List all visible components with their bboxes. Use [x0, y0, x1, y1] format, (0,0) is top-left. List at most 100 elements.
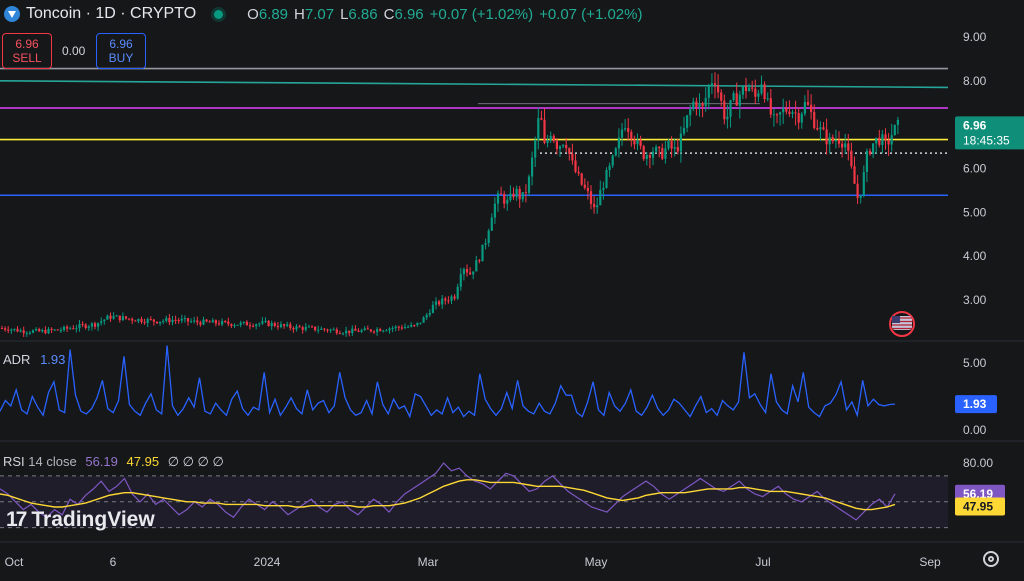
candle-body — [589, 191, 593, 204]
candle-body — [676, 147, 679, 152]
candle-body — [4, 328, 7, 330]
candle-body — [283, 324, 286, 326]
candle-body — [376, 329, 379, 332]
time-tick-label: Jul — [755, 555, 770, 569]
candle-body — [425, 314, 428, 318]
rsi-legend-value: 56.19 — [85, 454, 118, 469]
toncoin-logo-icon — [4, 6, 20, 22]
tradingview-watermark: 17 TradingView — [6, 508, 155, 532]
candle-body — [338, 333, 341, 335]
candle-body — [751, 87, 754, 89]
gear-icon[interactable] — [983, 551, 999, 567]
candle-body — [841, 143, 844, 148]
candle-body — [413, 325, 416, 327]
candle-body — [149, 319, 152, 321]
candle-body — [264, 320, 267, 322]
candle-body — [639, 139, 642, 147]
candle-body — [707, 86, 710, 98]
candle-body — [75, 328, 78, 330]
candle-body — [661, 148, 664, 159]
candle-body — [636, 139, 639, 145]
candle-body — [803, 102, 806, 114]
candle-body — [794, 112, 797, 114]
buy-price: 6.96 — [109, 37, 133, 51]
candle-body — [248, 325, 252, 327]
candle-body — [692, 101, 695, 110]
candle-body — [410, 325, 413, 327]
rsi-legend[interactable]: RSI 14 close 56.19 47.95 ∅ ∅ ∅ ∅ — [3, 454, 224, 470]
candle-body — [577, 171, 580, 174]
candle-body — [165, 318, 168, 321]
candle-body — [844, 143, 847, 148]
candle-body — [208, 321, 211, 323]
candle-body — [469, 272, 472, 275]
candle-body — [193, 320, 196, 322]
candle-body — [599, 189, 602, 206]
candle-body — [766, 98, 769, 100]
symbol-title[interactable]: Toncoin · 1D · CRYPTO — [26, 5, 197, 22]
candle-body — [407, 326, 410, 328]
candle-body — [171, 319, 174, 323]
candle-body — [806, 102, 810, 105]
candle-body — [763, 84, 766, 100]
candle-body — [605, 169, 608, 188]
change-value-2: +0.07 (+1.02%) — [539, 5, 643, 23]
candle-body — [335, 329, 338, 334]
candle-body — [831, 137, 834, 142]
candle-body — [822, 127, 825, 130]
adr-legend-value: 1.93 — [40, 352, 66, 367]
price-tick-label: 4.00 — [963, 249, 987, 263]
candle-body — [196, 320, 199, 323]
sell-label: SELL — [12, 51, 42, 65]
candle-body — [50, 328, 53, 331]
candle-body — [221, 320, 224, 325]
candle-body — [788, 111, 791, 114]
price-tick-label: 9.00 — [963, 30, 987, 44]
buy-button[interactable]: 6.96 BUY — [96, 33, 146, 69]
candle-body — [624, 128, 627, 130]
candle-body — [664, 148, 667, 159]
candle-body — [422, 317, 425, 323]
candle-body — [44, 329, 47, 334]
time-tick-label: May — [585, 555, 608, 569]
candle-body — [881, 134, 884, 145]
tradingview-logo-icon: 17 — [6, 508, 27, 531]
rsi-tick-label: 80.00 — [963, 456, 993, 470]
candle-body — [515, 188, 518, 198]
candle-body — [255, 324, 258, 327]
candle-body — [645, 155, 648, 159]
candle-body — [862, 172, 865, 196]
candle-body — [286, 324, 289, 326]
candle-body — [565, 144, 568, 149]
candle-body — [552, 135, 555, 142]
candle-body — [549, 135, 552, 141]
candle-body — [25, 332, 28, 334]
candle-body — [360, 330, 363, 332]
sell-button[interactable]: 6.96 SELL — [2, 33, 52, 69]
candle-body — [614, 148, 617, 156]
candle-body — [431, 304, 434, 313]
candle-body — [655, 146, 658, 152]
candle-body — [441, 298, 444, 305]
candle-body — [69, 328, 72, 330]
candle-body — [345, 330, 348, 334]
candle-body — [143, 322, 146, 324]
candle-body — [686, 115, 689, 128]
adr-legend[interactable]: ADR 1.93 — [3, 352, 65, 367]
candle-body — [162, 320, 165, 322]
candle-body — [41, 329, 44, 332]
candle-body — [459, 274, 462, 287]
spread-value: 0.00 — [62, 44, 86, 58]
candle-body — [472, 271, 475, 275]
candle-body — [630, 132, 633, 140]
candle-body — [301, 327, 304, 330]
candle-body — [890, 135, 893, 145]
candle-body — [0, 328, 4, 330]
candle-body — [320, 328, 323, 330]
candle-body — [242, 321, 245, 323]
candle-body — [859, 195, 862, 198]
time-tick-label: Sep — [919, 555, 941, 569]
candle-body — [500, 193, 503, 195]
candle-body — [797, 113, 800, 123]
